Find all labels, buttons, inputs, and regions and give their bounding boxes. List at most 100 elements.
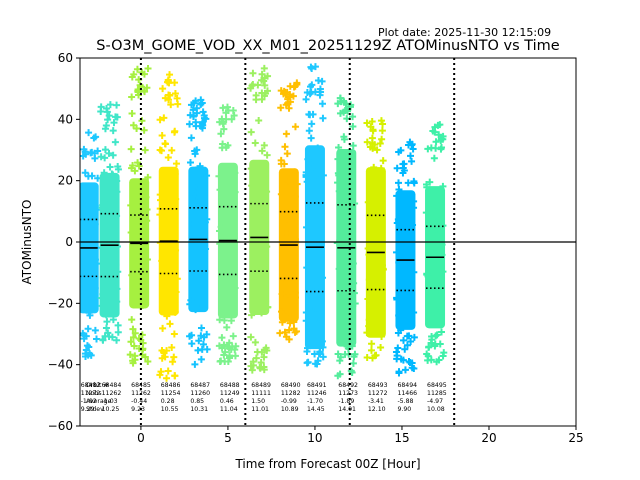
data-point: [342, 331, 350, 339]
data-point: [172, 288, 180, 296]
data-point: [217, 130, 225, 138]
stat-header-label: Nobs: [86, 390, 102, 397]
data-point: [141, 353, 149, 361]
data-point: [305, 127, 313, 135]
data-point: [222, 109, 230, 117]
data-point: [102, 324, 110, 332]
data-point: [308, 336, 316, 344]
data-point: [172, 160, 180, 168]
y-tick-label: −40: [48, 358, 73, 372]
data-point: [203, 330, 211, 338]
y-tick-label: −60: [48, 419, 73, 433]
data-point: [336, 109, 344, 117]
data-point: [347, 367, 355, 375]
data-point: [335, 187, 343, 195]
data-point: [291, 123, 299, 131]
data-point: [282, 130, 290, 138]
bin-68484: [97, 101, 122, 344]
data-point: [437, 228, 445, 236]
data-point: [312, 314, 320, 322]
data-point: [197, 355, 205, 363]
data-point: [201, 218, 209, 226]
data-point: [193, 264, 201, 272]
data-point: [277, 104, 285, 112]
data-point: [339, 249, 347, 257]
data-point: [369, 184, 377, 192]
bin-68482: [80, 129, 102, 361]
data-point: [114, 321, 122, 329]
data-point: [156, 211, 164, 219]
data-point: [252, 354, 260, 362]
data-point: [192, 242, 200, 250]
data-point: [189, 106, 197, 114]
data-point: [349, 142, 357, 150]
x-tick-label: 10: [307, 431, 322, 445]
data-point: [172, 195, 180, 203]
data-point: [304, 155, 312, 163]
stat-mean: -1.70: [307, 398, 323, 405]
data-point: [263, 188, 271, 196]
data-point: [144, 173, 152, 181]
data-point: [350, 279, 358, 287]
data-point: [369, 127, 377, 135]
data-point: [427, 206, 435, 214]
data-point: [410, 308, 418, 316]
data-point: [127, 145, 135, 153]
stat-stdev: 9.90: [397, 406, 411, 413]
data-point: [80, 145, 88, 153]
data-point: [258, 208, 266, 216]
data-point: [263, 243, 271, 251]
data-point: [106, 101, 114, 109]
data-point: [105, 223, 113, 231]
data-point: [196, 162, 204, 170]
data-point: [131, 329, 139, 337]
data-point: [80, 221, 85, 229]
data-point: [252, 96, 260, 104]
data-point: [432, 138, 440, 146]
data-point: [319, 343, 327, 351]
data-point: [161, 139, 169, 147]
stat-stdev: 11.04: [220, 406, 238, 413]
data-point: [367, 346, 375, 354]
data-point: [171, 170, 179, 178]
data-point: [166, 320, 174, 328]
x-tick-label: 5: [224, 431, 232, 445]
data-point: [98, 302, 106, 310]
data-point: [80, 297, 86, 305]
stat-stdev: 10.25: [102, 406, 120, 413]
data-point: [439, 268, 447, 276]
data-point: [112, 261, 120, 269]
data-point: [247, 128, 255, 136]
data-point: [258, 70, 266, 78]
data-point: [173, 275, 181, 283]
data-point: [285, 104, 293, 112]
data-point: [104, 190, 112, 198]
data-point: [143, 256, 151, 264]
data-point: [403, 332, 411, 340]
data-point: [253, 305, 261, 313]
data-point: [156, 371, 164, 379]
data-point: [369, 173, 377, 181]
data-point: [306, 159, 314, 167]
data-point: [372, 351, 380, 359]
data-point: [365, 276, 373, 284]
data-point: [171, 127, 179, 135]
data-point: [254, 175, 262, 183]
data-point: [188, 220, 196, 228]
data-point: [318, 100, 326, 108]
data-point: [247, 165, 255, 173]
data-point: [113, 101, 121, 109]
data-point: [293, 180, 301, 188]
data-point: [220, 219, 228, 227]
data-point: [425, 210, 433, 218]
data-point: [423, 350, 431, 358]
data-point: [203, 345, 211, 353]
data-point: [368, 117, 376, 125]
data-point: [369, 144, 377, 152]
data-point: [191, 360, 199, 368]
data-point: [108, 194, 116, 202]
data-point: [111, 269, 119, 277]
data-point: [406, 359, 414, 367]
data-point: [80, 285, 84, 293]
data-point: [91, 202, 99, 210]
